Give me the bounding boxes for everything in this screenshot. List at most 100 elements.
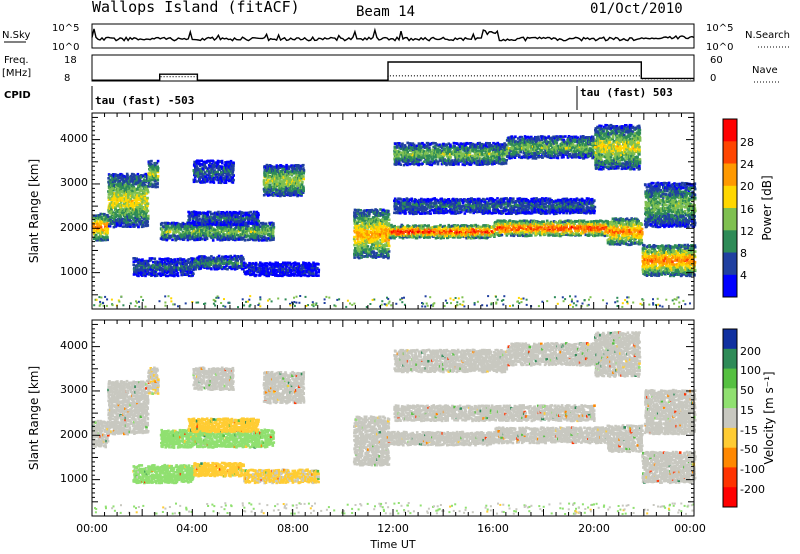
echo-cell xyxy=(173,262,177,266)
freq-tick-bottom: 8 xyxy=(64,73,70,84)
echo-cell xyxy=(274,179,278,182)
echo-cell xyxy=(152,164,156,168)
echo-cell xyxy=(113,218,116,222)
echo-cell xyxy=(146,196,149,200)
echo-cell xyxy=(193,160,196,164)
echo-cell xyxy=(276,188,279,192)
echo-cell xyxy=(121,207,124,211)
echo-cell xyxy=(508,219,512,222)
echo-cell xyxy=(127,196,130,200)
echo-cell xyxy=(129,223,132,226)
echo-cell xyxy=(138,205,141,209)
echo-cell xyxy=(234,217,238,221)
echo-cell xyxy=(228,174,231,177)
echo-cell xyxy=(265,185,269,189)
echo-cell xyxy=(296,264,300,268)
echo-cell xyxy=(206,220,209,224)
echo-cell xyxy=(235,214,239,217)
echo-cell xyxy=(257,228,261,231)
echo-cell xyxy=(220,226,224,230)
echo-cell xyxy=(237,225,241,229)
echo-cell xyxy=(433,225,436,228)
echo-cell xyxy=(218,173,221,176)
echo-cell xyxy=(117,173,120,177)
echo-cell xyxy=(129,198,133,201)
echo-cell xyxy=(188,237,192,241)
echo-cell xyxy=(229,175,232,179)
echo-cell xyxy=(201,163,205,166)
echo-cell xyxy=(185,226,188,229)
echo-cell xyxy=(293,272,296,276)
echo-cell xyxy=(271,185,275,189)
echo-cell xyxy=(256,216,260,219)
echo-cell xyxy=(300,268,304,272)
echo-cell xyxy=(291,193,294,197)
echo-cell xyxy=(221,267,224,271)
echo-cell xyxy=(214,228,218,232)
echo-cell xyxy=(293,169,297,172)
echo-cell xyxy=(183,267,186,270)
echo-cell xyxy=(249,273,252,277)
echo-cell xyxy=(101,212,104,216)
echo-cell xyxy=(234,215,238,219)
echo-cell xyxy=(371,243,374,246)
echo-cell xyxy=(194,170,198,173)
echo-cell xyxy=(135,271,138,274)
echo-cell xyxy=(282,167,286,171)
echo-cell xyxy=(289,185,293,188)
echo-cell xyxy=(302,266,305,270)
echo-cell xyxy=(112,187,115,190)
echo-cell xyxy=(267,192,271,195)
echo-cell xyxy=(179,228,183,231)
echo-cell xyxy=(266,265,269,268)
echo-cell xyxy=(275,182,278,186)
echo-cell xyxy=(211,174,214,178)
echo-cell xyxy=(159,262,162,265)
echo-cell xyxy=(130,183,133,187)
echo-cell xyxy=(247,222,250,225)
echo-cell xyxy=(272,222,275,225)
echo-cell xyxy=(143,217,146,220)
echo-cell xyxy=(296,174,300,178)
echo-cell xyxy=(99,220,102,224)
echo-cell xyxy=(216,238,219,241)
echo-cell xyxy=(194,268,197,271)
echo-cell xyxy=(302,172,305,175)
echo-cell xyxy=(140,175,143,179)
echo-cell xyxy=(184,223,188,226)
echo-cell xyxy=(249,237,253,241)
echo-cell xyxy=(293,263,296,266)
echo-cell xyxy=(298,165,301,168)
echo-cell xyxy=(188,231,192,235)
echo-cell xyxy=(242,262,245,266)
echo-cell xyxy=(126,213,130,216)
echo-cell xyxy=(171,238,174,242)
echo-cell xyxy=(288,176,292,180)
echo-cell xyxy=(154,270,158,273)
echo-cell xyxy=(233,235,237,238)
echo-cell xyxy=(123,191,127,195)
echo-cell xyxy=(199,255,202,258)
echo-cell xyxy=(242,229,245,233)
echo-cell xyxy=(202,233,205,237)
echo-cell xyxy=(274,166,277,169)
echo-cell xyxy=(221,221,225,224)
echo-cell xyxy=(275,272,278,275)
echo-cell xyxy=(210,215,213,219)
echo-cell xyxy=(281,271,285,274)
echo-cell xyxy=(250,215,254,219)
echo-cell xyxy=(144,179,148,182)
echo-cell xyxy=(198,225,202,229)
echo-cell xyxy=(162,258,165,262)
echo-cell xyxy=(192,234,195,238)
echo-cell xyxy=(250,233,253,237)
echo-cell xyxy=(136,223,139,226)
echo-cell xyxy=(132,216,135,220)
echo-cell xyxy=(262,179,266,182)
echo-cell xyxy=(197,258,201,261)
echo-cell xyxy=(123,198,127,201)
echo-cell xyxy=(217,223,220,227)
echo-cell xyxy=(113,217,116,220)
echo-cell xyxy=(183,259,186,263)
echo-cell xyxy=(261,239,264,242)
